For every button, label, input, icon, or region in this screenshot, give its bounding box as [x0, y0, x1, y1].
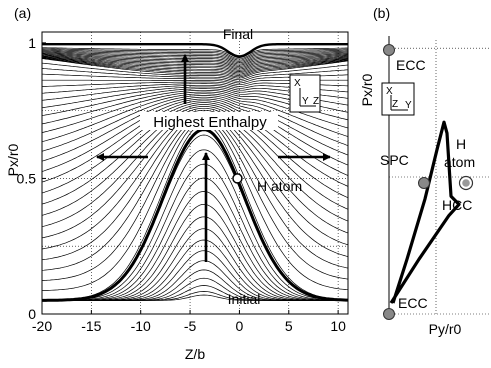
inset-box-b [381, 82, 415, 116]
ecc-top-marker [383, 44, 395, 56]
y-tick-label: 1 [28, 35, 36, 51]
panel-a: (a) -20 -15 -10 -5 0 5 10 0 0.5 1 Final Highest E… [5, 5, 349, 362]
annotation-initial: Initial [228, 291, 261, 307]
lower-curve [42, 228, 348, 301]
upper-curve [42, 51, 348, 65]
inset-b-y-label: Y [405, 100, 412, 111]
final-curve [42, 43, 348, 58]
lower-curve [42, 203, 348, 301]
panel-b: (b) ECC ECC SPC HCC H atom X Z Y Py/r0 P… [359, 5, 489, 337]
panel-b-label: (b) [373, 5, 390, 21]
x-tick-label: -15 [81, 318, 101, 334]
spc-label: SPC [380, 152, 409, 168]
x-tick-label: 10 [330, 318, 346, 334]
highest-label-bg [140, 112, 278, 130]
upper-curve [42, 68, 348, 82]
panel-a-inset-axes: X Y Z [289, 74, 321, 113]
annotation-highest-enthalpy: Highest Enthalpy [153, 114, 267, 131]
panel-b-ylabel: Px/r0 [359, 73, 375, 106]
upper-curve [42, 57, 348, 78]
upper-curve [42, 56, 348, 74]
hcc-marker-core [462, 179, 470, 187]
upper-curve [42, 109, 348, 239]
upper-curve [42, 57, 348, 75]
lower-curve [42, 134, 348, 301]
inset-z-label: Z [313, 96, 319, 107]
x-tick-label: -10 [131, 318, 151, 334]
x-tick-label: -5 [184, 318, 197, 334]
panel-a-xlabel: Z/b [185, 346, 205, 362]
lower-curve [42, 149, 348, 301]
upper-curve [42, 57, 348, 76]
upper-curve [42, 98, 348, 172]
panel-a-label: (a) [14, 5, 31, 21]
upper-curve [42, 54, 348, 70]
upper-curve [42, 48, 348, 60]
x-tick-label: 5 [285, 318, 293, 334]
y-tick-label: 0 [28, 306, 36, 322]
panel-a-arrows [96, 54, 331, 262]
h-atom-marker [232, 173, 243, 184]
upper-curve [42, 102, 348, 194]
panel-a-ylabel: Px/r0 [5, 143, 21, 176]
inset-b-z-label: Z [392, 99, 398, 110]
upper-curve [42, 54, 348, 69]
upper-curve [42, 47, 348, 58]
lower-curve [42, 177, 348, 301]
upper-curve [42, 50, 348, 62]
h-atom-label-line1: H [456, 136, 466, 152]
panel-b-grid [389, 40, 489, 315]
lower-curve [42, 163, 348, 301]
lower-curve [42, 191, 348, 301]
hcc-label: HCC [442, 197, 472, 213]
upper-curve [42, 95, 348, 152]
upper-curve [42, 49, 348, 61]
highest-enthalpy-curve [42, 128, 348, 302]
spc-marker [418, 177, 430, 189]
panel-a-ticks: -20 -15 -10 -5 0 5 10 0 0.5 1 [17, 35, 347, 334]
upper-curve [42, 93, 348, 143]
annotation-h-atom: H atom [257, 178, 302, 194]
ecc-bottom-label: ECC [398, 295, 428, 311]
panel-b-xlabel: Py/r0 [429, 321, 462, 337]
inset-y-label: Y [302, 96, 309, 107]
upper-curve [42, 55, 348, 71]
upper-curve [42, 53, 348, 67]
upper-curve [42, 100, 348, 183]
x-tick-label: -20 [32, 318, 52, 334]
inset-b-x-label: X [386, 86, 393, 97]
y-tick-label: 0.5 [17, 170, 37, 186]
panel-b-inset-axes: X Z Y [381, 82, 415, 116]
upper-curve [42, 56, 348, 72]
upper-curve [42, 51, 348, 64]
annotation-final: Final [223, 26, 253, 42]
upper-curve [42, 105, 348, 216]
upper-curve [42, 96, 348, 162]
upper-curve [42, 62, 348, 81]
upper-curve [42, 104, 348, 205]
inset-x-label: X [294, 78, 301, 89]
upper-curve [42, 123, 348, 301]
panel-b-path [389, 120, 461, 304]
upper-curve [42, 58, 348, 79]
lower-curve [42, 216, 348, 301]
x-tick-label: 0 [236, 318, 244, 334]
panel-a-frame [41, 31, 349, 315]
upper-curve [42, 52, 348, 66]
ecc-top-label: ECC [396, 57, 426, 73]
ecc-bottom-marker [383, 308, 395, 320]
upper-curve [42, 107, 348, 228]
h-atom-label-line2: atom [444, 154, 475, 170]
